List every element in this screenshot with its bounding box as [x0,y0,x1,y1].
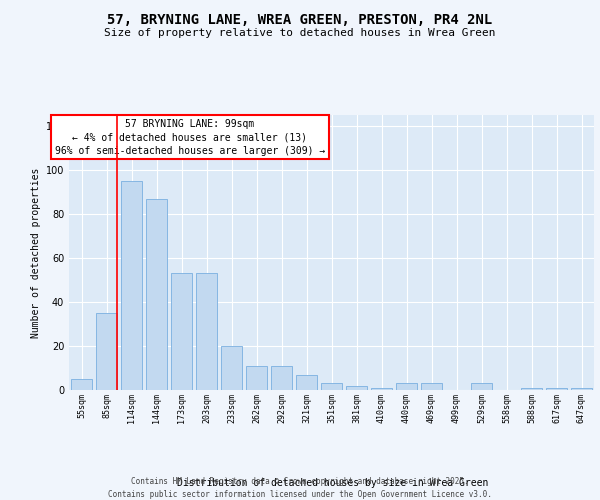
Bar [196,274,217,390]
Text: Size of property relative to detached houses in Wrea Green: Size of property relative to detached ho… [104,28,496,38]
Bar [221,346,242,390]
Bar [521,388,542,390]
Bar [296,374,317,390]
Bar [146,198,167,390]
Bar [246,366,267,390]
Bar [171,274,192,390]
Bar [321,384,342,390]
Text: 57 BRYNING LANE: 99sqm
← 4% of detached houses are smaller (13)
96% of semi-deta: 57 BRYNING LANE: 99sqm ← 4% of detached … [55,119,325,156]
Bar [121,181,142,390]
Bar [346,386,367,390]
Bar [421,384,442,390]
Bar [71,379,92,390]
Bar [546,388,567,390]
Bar [371,388,392,390]
Text: Contains HM Land Registry data © Crown copyright and database right 2025.
Contai: Contains HM Land Registry data © Crown c… [108,478,492,499]
Bar [96,313,117,390]
Bar [471,384,492,390]
Bar [571,388,592,390]
Text: 57, BRYNING LANE, WREA GREEN, PRESTON, PR4 2NL: 57, BRYNING LANE, WREA GREEN, PRESTON, P… [107,12,493,26]
Bar [271,366,292,390]
Bar [396,384,417,390]
Text: Distribution of detached houses by size in Wrea Green: Distribution of detached houses by size … [178,478,488,488]
Y-axis label: Number of detached properties: Number of detached properties [31,168,41,338]
